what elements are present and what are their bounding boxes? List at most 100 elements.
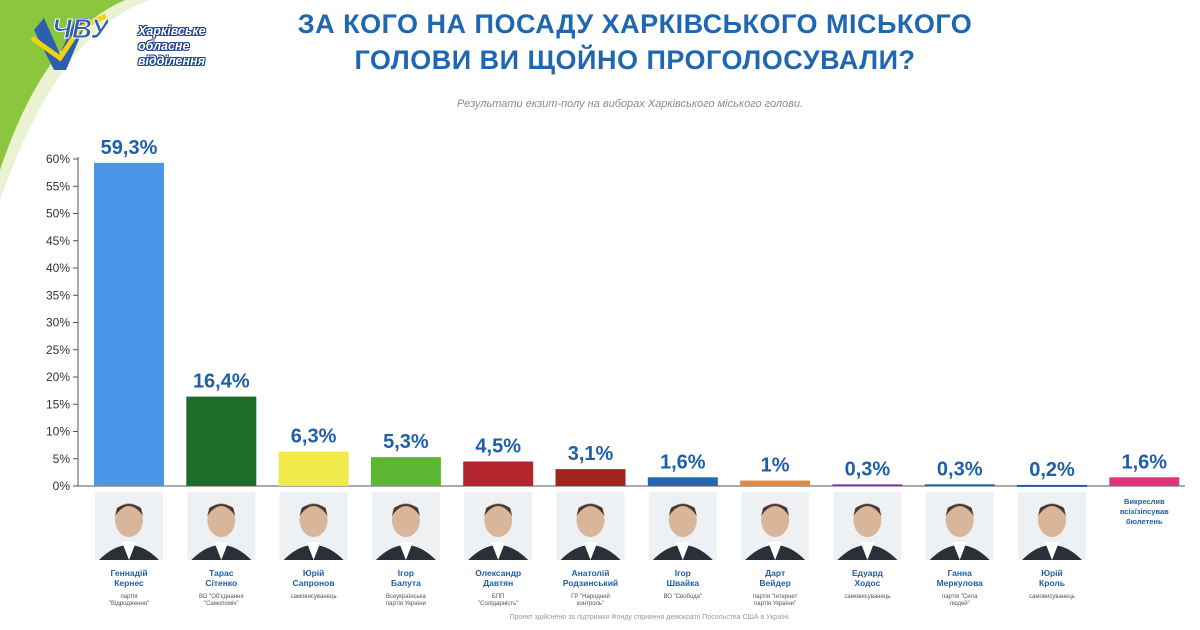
- y-tick-label: 10%: [46, 425, 70, 439]
- organization-logo: ЧВУ Харківське обласне відділення: [30, 8, 206, 80]
- candidate-party: самовисуванець: [844, 594, 890, 600]
- candidate-photo-icon: [648, 492, 717, 560]
- y-tick-label: 35%: [46, 288, 70, 302]
- candidate-party: партія України: [386, 601, 426, 607]
- candidate-party: "Відродження": [109, 601, 149, 607]
- candidate-name: Меркулова: [937, 578, 983, 588]
- candidate-name: Кернес: [114, 578, 144, 588]
- title-line-1: ЗА КОГО НА ПОСАДУ ХАРКІВСЬКОГО МІСЬКОГО: [297, 9, 973, 39]
- candidate-name: Швайка: [667, 578, 700, 588]
- candidate-party: самовисуванець: [291, 594, 337, 600]
- candidate-photo-icon: [556, 492, 625, 560]
- bar: [832, 484, 903, 487]
- candidate-photo-icon: [1018, 492, 1086, 560]
- y-tick-label: 15%: [46, 397, 70, 411]
- bar-value-label: 0,2%: [1029, 459, 1075, 481]
- candidate-party: ВО "Свобода": [663, 594, 702, 600]
- candidate-photo-icon: [741, 492, 810, 560]
- logo-emblem-icon: ЧВУ: [30, 13, 112, 70]
- bar-value-label: 6,3%: [291, 426, 337, 448]
- bar: [1109, 477, 1180, 486]
- bar: [186, 396, 257, 486]
- candidate-name: Балута: [391, 578, 421, 588]
- candidate-name: Ганна: [947, 568, 972, 578]
- y-tick-label: 5%: [53, 452, 71, 466]
- footnote: Проект здійснено за підтримки Фонду спри…: [509, 614, 791, 621]
- bar-value-label: 3,1%: [568, 443, 614, 465]
- candidate-name: Ходос: [854, 578, 880, 588]
- corner-decoration: [0, 0, 150, 200]
- y-tick-label: 45%: [46, 234, 70, 248]
- candidate-party: контроль": [577, 601, 604, 607]
- category-label: Викреслив: [1124, 497, 1165, 506]
- candidate-name: Юрій: [1041, 568, 1063, 578]
- candidate-name: Сапронов: [293, 578, 335, 588]
- candidate-photo-icon: [833, 492, 902, 560]
- y-tick-label: 20%: [46, 370, 70, 384]
- bar-value-label: 0,3%: [937, 458, 983, 480]
- bar: [463, 461, 534, 486]
- logo-caption-line: обласне: [138, 39, 190, 53]
- bar-value-label: 1%: [761, 455, 790, 477]
- chart-subtitle: Результати екзит-полу на виборах Харківс…: [456, 98, 804, 110]
- category-label: всіх/зіпсував: [1120, 507, 1169, 516]
- candidate-name: Ігор: [398, 568, 414, 578]
- bar: [94, 162, 164, 486]
- bar-value-label: 1,6%: [1122, 451, 1168, 473]
- candidate-photo-icon: [464, 492, 533, 560]
- candidate-party: ВО "Об'єднання: [199, 594, 244, 600]
- bar: [1017, 484, 1087, 487]
- candidate-name: Олександр: [475, 568, 521, 578]
- bar: [924, 484, 995, 487]
- bar: [278, 451, 349, 486]
- y-tick-label: 0%: [53, 479, 71, 493]
- y-tick-label: 55%: [46, 179, 70, 193]
- candidate-name: Родзинський: [563, 578, 618, 588]
- svg-text:ЧВУ: ЧВУ: [52, 13, 108, 44]
- bar-value-label: 5,3%: [383, 431, 429, 453]
- page-title: ЗА КОГО НА ПОСАДУ ХАРКІВСЬКОГО МІСЬКОГО …: [215, 6, 1055, 78]
- candidate-name: Тарас: [209, 568, 234, 578]
- candidate-party: партія України": [754, 601, 796, 607]
- logo-caption-line: відділення: [138, 54, 205, 68]
- candidate-party: самовисуванець: [1029, 594, 1075, 600]
- candidate-photo-icon: [279, 492, 348, 560]
- candidate-name: Давтян: [483, 578, 513, 588]
- title-line-2: ГОЛОВИ ВИ ЩОЙНО ПРОГОЛОСУВАЛИ?: [354, 45, 916, 75]
- candidate-party: Всеукраїнська: [386, 594, 426, 600]
- bar-value-label: 4,5%: [475, 435, 521, 457]
- candidate-photo-icon: [187, 492, 256, 560]
- bar-value-label: 59,3%: [101, 137, 158, 159]
- bar-value-label: 0,3%: [845, 458, 891, 480]
- candidate-party: БПП: [492, 594, 505, 600]
- bar-value-label: 1,6%: [660, 451, 706, 473]
- y-tick-label: 30%: [46, 316, 70, 330]
- candidate-name: Кроль: [1039, 578, 1065, 588]
- logo-caption: Харківське обласне відділення: [138, 24, 234, 69]
- y-tick-label: 50%: [46, 207, 70, 221]
- y-tick-label: 25%: [46, 343, 70, 357]
- candidate-photo-icon: [925, 492, 994, 560]
- candidate-photo-icon: [371, 492, 440, 560]
- category-label: бюлетень: [1126, 517, 1163, 526]
- candidate-name: Едуард: [852, 568, 883, 578]
- bar-value-label: 16,4%: [193, 371, 250, 393]
- candidate-party: партія "Сила: [942, 594, 978, 600]
- candidate-name: Сітенко: [205, 578, 237, 588]
- candidate-party: партія: [120, 594, 137, 600]
- candidate-party: ГР "Народний: [571, 593, 610, 600]
- candidate-name: Дарт: [765, 568, 785, 578]
- candidate-party: "Самопоміч": [204, 601, 239, 607]
- candidate-name: Вейдер: [759, 578, 790, 588]
- y-tick-label: 60%: [46, 152, 70, 166]
- candidate-party: "Солідарність": [478, 601, 518, 607]
- candidate-name: Ігор: [675, 568, 691, 578]
- candidate-photo-icon: [95, 492, 163, 560]
- logo-caption-line: Харківське: [138, 24, 206, 38]
- candidate-name: Анатолій: [571, 568, 609, 578]
- candidate-party: людей": [950, 600, 970, 607]
- bar: [647, 477, 718, 486]
- candidate-name: Геннадій: [110, 568, 147, 578]
- candidate-party: партія "Інтернет: [753, 594, 798, 600]
